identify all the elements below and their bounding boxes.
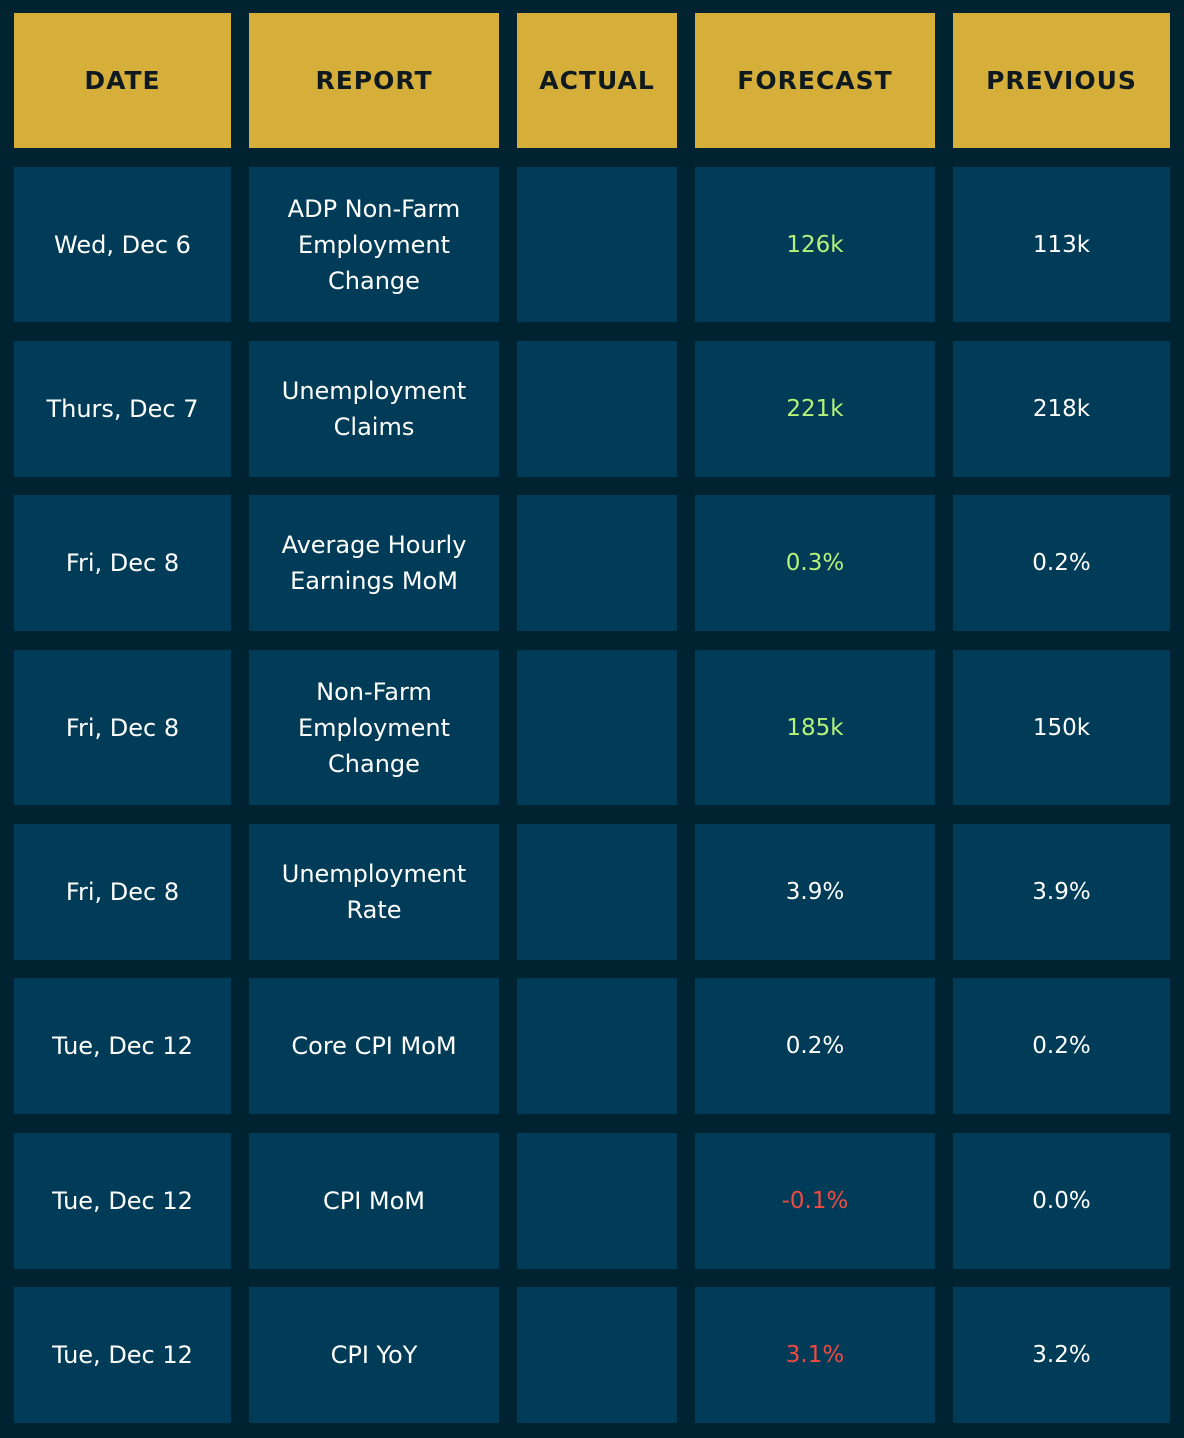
cell-actual xyxy=(517,824,677,960)
cell-actual xyxy=(517,167,677,322)
cell-report: Unemployment Rate xyxy=(249,824,499,960)
cell-actual xyxy=(517,495,677,631)
cell-previous: 0.2% xyxy=(953,978,1170,1114)
cell-forecast: 3.1% xyxy=(695,1287,935,1423)
cell-actual xyxy=(517,978,677,1114)
cell-report: CPI YoY xyxy=(249,1287,499,1423)
column-header-report: REPORT xyxy=(249,13,499,148)
cell-date: Tue, Dec 12 xyxy=(14,1287,231,1423)
cell-previous: 218k xyxy=(953,341,1170,477)
cell-report: Unemployment Claims xyxy=(249,341,499,477)
cell-report: Average Hourly Earnings MoM xyxy=(249,495,499,631)
cell-actual xyxy=(517,1133,677,1269)
cell-date: Thurs, Dec 7 xyxy=(14,341,231,477)
cell-previous: 3.9% xyxy=(953,824,1170,960)
column-header-forecast: FORECAST xyxy=(695,13,935,148)
cell-actual xyxy=(517,650,677,805)
cell-previous: 0.2% xyxy=(953,495,1170,631)
cell-forecast: 0.3% xyxy=(695,495,935,631)
cell-forecast: 221k xyxy=(695,341,935,477)
cell-previous: 3.2% xyxy=(953,1287,1170,1423)
column-header-date: DATE xyxy=(14,13,231,148)
cell-previous: 113k xyxy=(953,167,1170,322)
cell-date: Wed, Dec 6 xyxy=(14,167,231,322)
cell-date: Fri, Dec 8 xyxy=(14,824,231,960)
cell-forecast: 185k xyxy=(695,650,935,805)
cell-forecast: 126k xyxy=(695,167,935,322)
cell-date: Tue, Dec 12 xyxy=(14,1133,231,1269)
cell-report: ADP Non-Farm Employment Change xyxy=(249,167,499,322)
cell-previous: 0.0% xyxy=(953,1133,1170,1269)
cell-report: Core CPI MoM xyxy=(249,978,499,1114)
cell-forecast: 3.9% xyxy=(695,824,935,960)
cell-forecast: 0.2% xyxy=(695,978,935,1114)
cell-actual xyxy=(517,341,677,477)
cell-report: Non-Farm Employment Change xyxy=(249,650,499,805)
cell-report: CPI MoM xyxy=(249,1133,499,1269)
column-header-previous: PREVIOUS xyxy=(953,13,1170,148)
column-header-actual: ACTUAL xyxy=(517,13,677,148)
cell-previous: 150k xyxy=(953,650,1170,805)
cell-forecast: -0.1% xyxy=(695,1133,935,1269)
cell-date: Fri, Dec 8 xyxy=(14,650,231,805)
cell-date: Tue, Dec 12 xyxy=(14,978,231,1114)
cell-date: Fri, Dec 8 xyxy=(14,495,231,631)
cell-actual xyxy=(517,1287,677,1423)
